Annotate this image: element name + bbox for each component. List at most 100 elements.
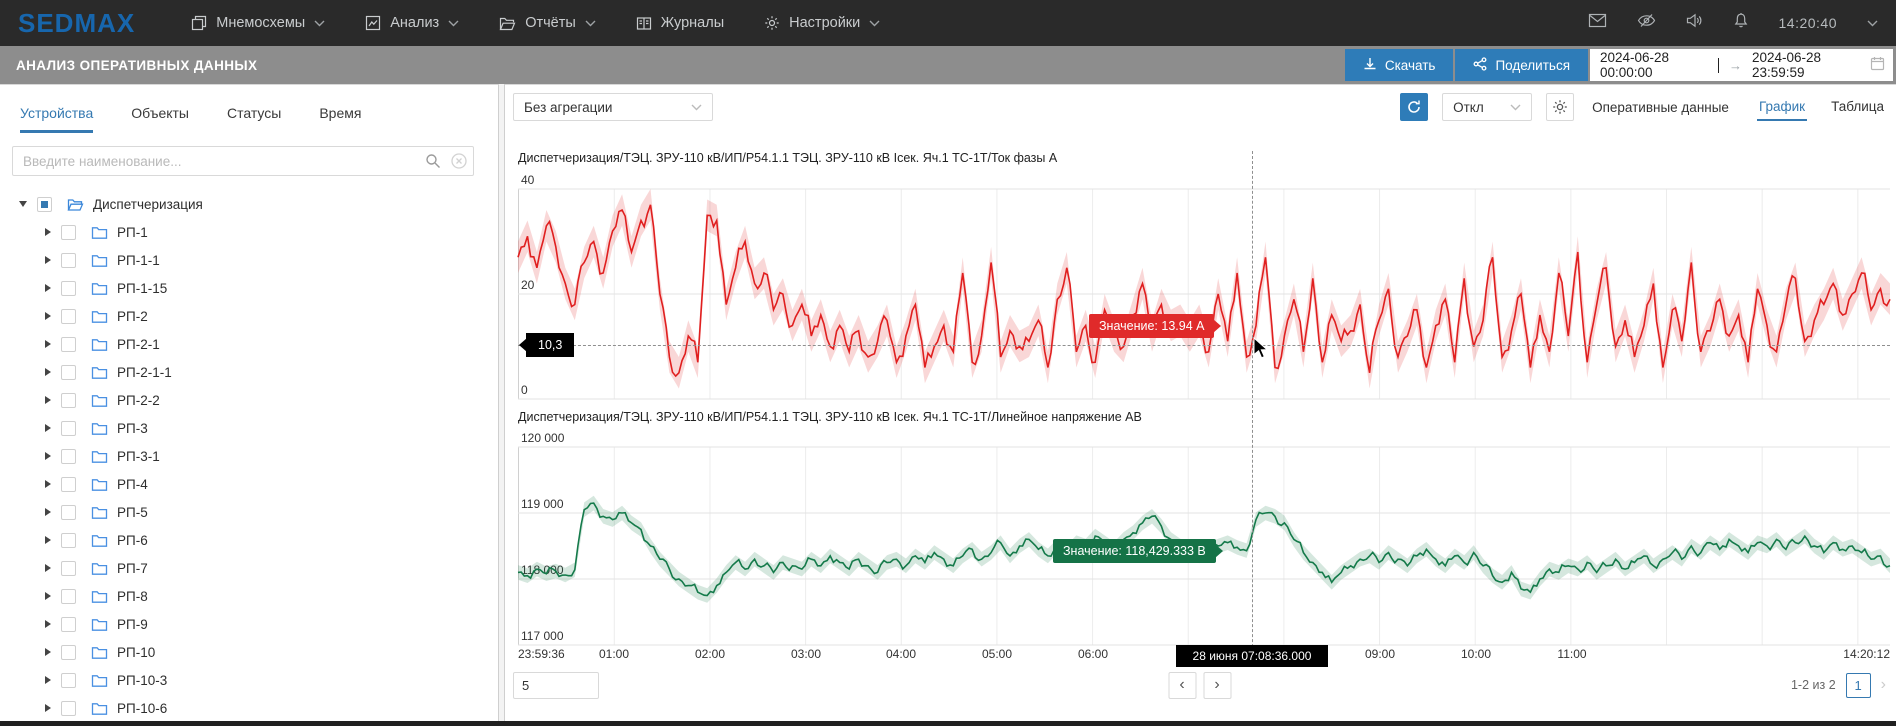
current-phase-a-chart[interactable]: 40200 <box>518 173 1890 405</box>
page-1-button[interactable]: 1 <box>1846 673 1871 698</box>
expand-caret-icon[interactable] <box>45 648 51 656</box>
expand-caret-icon[interactable] <box>45 368 51 376</box>
tree-node-РП-2[interactable]: РП-2 <box>0 302 498 330</box>
user-menu-chevron-icon[interactable] <box>1867 14 1878 32</box>
tree-checkbox[interactable] <box>61 617 76 632</box>
tree-node-РП-9[interactable]: РП-9 <box>0 610 498 638</box>
clear-search-icon[interactable] <box>450 152 468 175</box>
prev-page-button[interactable]: ‹ <box>1168 672 1196 699</box>
tree-node-РП-1-1[interactable]: РП-1-1 <box>0 246 498 274</box>
expand-caret-icon[interactable] <box>45 564 51 572</box>
calendar-icon[interactable] <box>1870 56 1885 74</box>
tree-checkbox[interactable] <box>61 421 76 436</box>
tab-table[interactable]: Таблица <box>1829 94 1886 121</box>
tree-checkbox[interactable] <box>37 197 52 212</box>
expand-caret-icon[interactable] <box>45 284 51 292</box>
tree-checkbox[interactable] <box>61 701 76 716</box>
tree-node-РП-10-3[interactable]: РП-10-3 <box>0 666 498 694</box>
nav-menu-journals[interactable]: Журналы <box>636 15 724 31</box>
chart-settings-button[interactable] <box>1546 93 1574 121</box>
pagination-next-icon[interactable]: › <box>1881 676 1886 694</box>
expand-caret-icon[interactable] <box>45 592 51 600</box>
folder-closed-icon <box>91 225 108 240</box>
eye-off-icon[interactable] <box>1637 13 1656 33</box>
aggregation-select[interactable]: Без агрегации <box>513 93 713 121</box>
expand-caret-icon[interactable] <box>45 424 51 432</box>
folder-closed-icon <box>91 253 108 268</box>
expand-caret-icon[interactable] <box>45 676 51 684</box>
tree-checkbox[interactable] <box>61 533 76 548</box>
sidebar-tab-statuses[interactable]: Статусы <box>227 105 281 133</box>
expand-caret-icon[interactable] <box>45 536 51 544</box>
expand-caret-icon[interactable] <box>45 620 51 628</box>
expand-caret-icon[interactable] <box>45 480 51 488</box>
tree-node-РП-1-15[interactable]: РП-1-15 <box>0 274 498 302</box>
tree-checkbox[interactable] <box>61 673 76 688</box>
speaker-icon[interactable] <box>1686 13 1703 33</box>
tree-node-РП-10-6[interactable]: РП-10-6 <box>0 694 498 722</box>
tree-checkbox[interactable] <box>61 337 76 352</box>
tree-node-label: РП-5 <box>117 505 148 520</box>
nav-menu-settings[interactable]: Настройки <box>764 15 880 31</box>
x-axis-tick-label: 09:00 <box>1365 647 1395 661</box>
tree-node-label: РП-7 <box>117 561 148 576</box>
tree-checkbox[interactable] <box>61 477 76 492</box>
tree-node-РП-5[interactable]: РП-5 <box>0 498 498 526</box>
expand-caret-icon[interactable] <box>45 340 51 348</box>
tree-checkbox[interactable] <box>61 505 76 520</box>
search-input[interactable] <box>12 146 474 176</box>
expand-caret-icon[interactable] <box>45 256 51 264</box>
journals-icon <box>636 16 652 31</box>
expand-caret-icon[interactable] <box>45 704 51 712</box>
next-page-button[interactable]: › <box>1203 672 1231 699</box>
expand-caret-icon[interactable] <box>45 312 51 320</box>
date-to-field[interactable]: 2024-06-28 23:59:59 <box>1752 50 1862 80</box>
nav-menu-analysis[interactable]: Анализ <box>365 15 459 31</box>
tree-node-РП-3[interactable]: РП-3 <box>0 414 498 442</box>
date-from-field[interactable]: 2024-06-28 00:00:00 <box>1600 50 1710 80</box>
sidebar-tab-devices[interactable]: Устройства <box>20 105 93 133</box>
nav-menu-reports[interactable]: Отчёты <box>499 15 596 31</box>
tree-checkbox[interactable] <box>61 645 76 660</box>
tree-node-РП-6[interactable]: РП-6 <box>0 526 498 554</box>
page-size-input[interactable] <box>513 672 599 699</box>
x-axis-tick-label: 04:00 <box>886 647 916 661</box>
sidebar-tab-objects[interactable]: Объекты <box>131 105 189 133</box>
date-range-picker[interactable]: 2024-06-28 00:00:00 → 2024-06-28 23:59:5… <box>1590 49 1893 81</box>
settings-icon <box>764 15 780 31</box>
tree-node-РП-10[interactable]: РП-10 <box>0 638 498 666</box>
sidebar-tab-time[interactable]: Время <box>319 105 361 133</box>
tree-checkbox[interactable] <box>61 253 76 268</box>
tree-node-РП-2-2[interactable]: РП-2-2 <box>0 386 498 414</box>
expand-caret-icon[interactable] <box>45 228 51 236</box>
tree-node-РП-3-1[interactable]: РП-3-1 <box>0 442 498 470</box>
tree-node-РП-2-1-1[interactable]: РП-2-1-1 <box>0 358 498 386</box>
download-button[interactable]: Скачать <box>1345 49 1454 81</box>
tree-checkbox[interactable] <box>61 309 76 324</box>
tree-checkbox[interactable] <box>61 449 76 464</box>
tree-node-РП-4[interactable]: РП-4 <box>0 470 498 498</box>
mode-select[interactable]: Откл <box>1442 93 1532 121</box>
tree-node-РП-7[interactable]: РП-7 <box>0 554 498 582</box>
expand-caret-icon[interactable] <box>19 201 27 207</box>
tree-checkbox[interactable] <box>61 365 76 380</box>
tree-node-РП-8[interactable]: РП-8 <box>0 582 498 610</box>
expand-caret-icon[interactable] <box>45 452 51 460</box>
tree-checkbox[interactable] <box>61 393 76 408</box>
bell-icon[interactable] <box>1733 12 1749 34</box>
tree-checkbox[interactable] <box>61 589 76 604</box>
tree-checkbox[interactable] <box>61 561 76 576</box>
mail-icon[interactable] <box>1588 13 1607 33</box>
tree-checkbox[interactable] <box>61 281 76 296</box>
search-icon[interactable] <box>424 152 442 175</box>
share-button[interactable]: Поделиться <box>1455 49 1588 81</box>
nav-menu-mnemoschemes[interactable]: Мнемосхемы <box>191 15 325 31</box>
tree-root-node[interactable]: Диспетчеризация <box>0 190 498 218</box>
tree-checkbox[interactable] <box>61 225 76 240</box>
expand-caret-icon[interactable] <box>45 396 51 404</box>
tab-chart[interactable]: График <box>1757 94 1807 121</box>
refresh-button[interactable] <box>1400 93 1428 121</box>
tree-node-РП-2-1[interactable]: РП-2-1 <box>0 330 498 358</box>
tree-node-РП-1[interactable]: РП-1 <box>0 218 498 246</box>
expand-caret-icon[interactable] <box>45 508 51 516</box>
